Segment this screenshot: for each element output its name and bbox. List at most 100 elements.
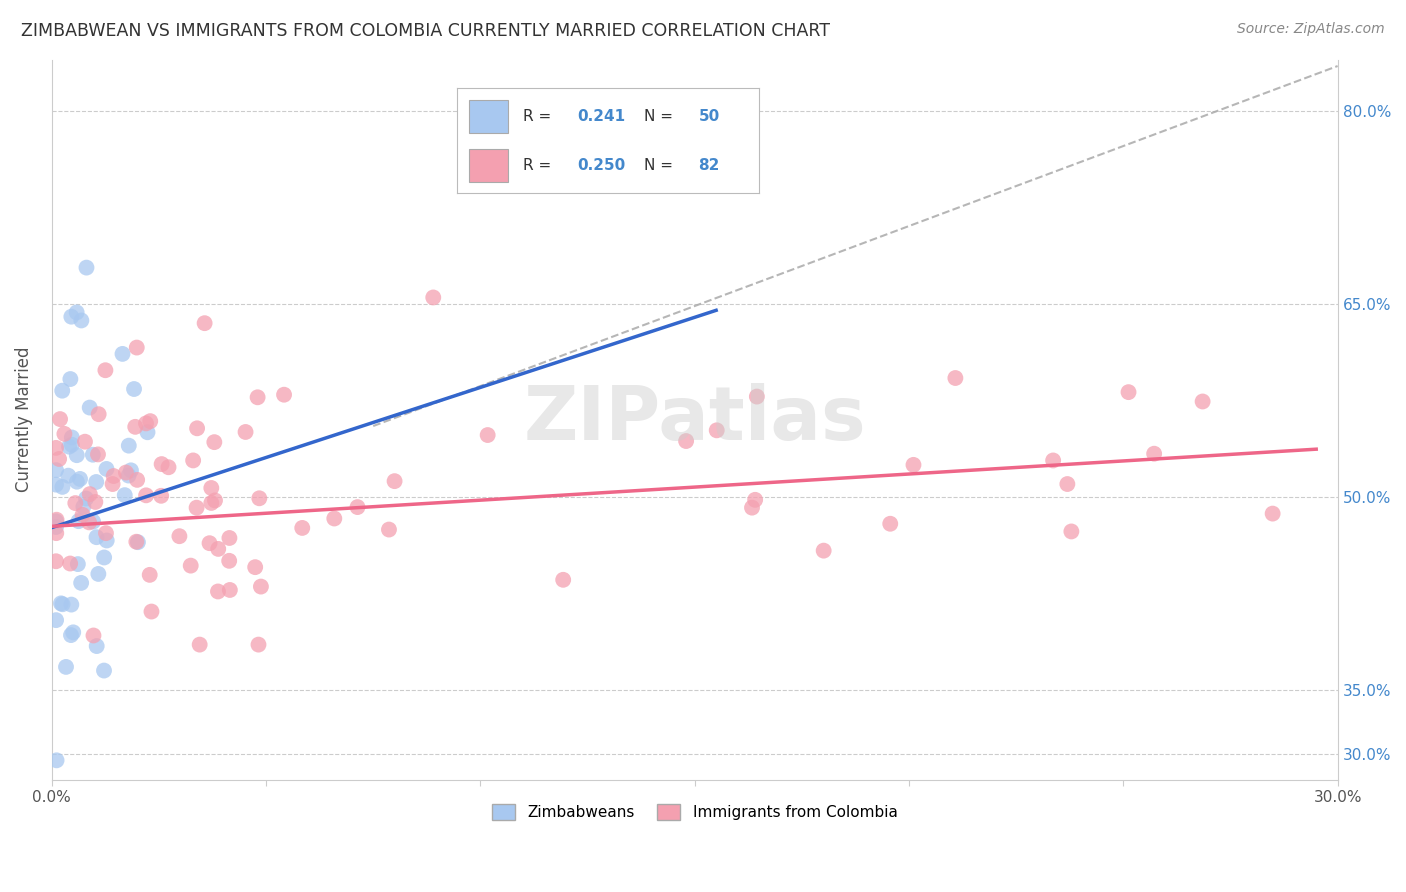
- Point: [945, 371, 967, 385]
- Point: [323, 511, 346, 525]
- Point: [75, 491, 97, 506]
- Point: [59, 628, 82, 642]
- Point: [84, 475, 107, 489]
- Point: [72, 500, 94, 514]
- Legend: Zimbabweans, Immigrants from Colombia: Zimbabweans, Immigrants from Colombia: [486, 797, 904, 826]
- Point: [553, 573, 575, 587]
- Point: [117, 468, 139, 483]
- Point: [477, 428, 499, 442]
- Point: [346, 500, 368, 514]
- Point: [741, 500, 763, 515]
- Point: [150, 457, 173, 471]
- Point: [122, 382, 145, 396]
- Point: [79, 487, 101, 501]
- Point: [114, 488, 136, 502]
- Point: [45, 441, 67, 455]
- Point: [141, 605, 163, 619]
- Point: [198, 536, 221, 550]
- Point: [120, 463, 142, 477]
- Point: [813, 543, 835, 558]
- Point: [51, 597, 73, 611]
- Point: [186, 500, 208, 515]
- Text: ZIPatlas: ZIPatlas: [523, 383, 866, 456]
- Point: [150, 489, 173, 503]
- Point: [55, 660, 77, 674]
- Point: [82, 628, 104, 642]
- Point: [86, 530, 108, 544]
- Point: [1056, 477, 1078, 491]
- Point: [135, 488, 157, 502]
- Point: [59, 372, 82, 386]
- Point: [218, 554, 240, 568]
- Point: [157, 460, 180, 475]
- Point: [59, 557, 82, 571]
- Point: [111, 347, 134, 361]
- Point: [96, 533, 118, 548]
- Point: [422, 290, 444, 304]
- Point: [127, 473, 149, 487]
- Point: [207, 584, 229, 599]
- Point: [93, 664, 115, 678]
- Point: [48, 452, 70, 467]
- Point: [207, 541, 229, 556]
- Point: [181, 453, 204, 467]
- Point: [77, 516, 100, 530]
- Point: [169, 529, 191, 543]
- Point: [87, 447, 110, 461]
- Point: [706, 423, 728, 437]
- Point: [94, 363, 117, 377]
- Point: [118, 439, 141, 453]
- Point: [45, 520, 67, 534]
- Point: [66, 305, 89, 319]
- Point: [103, 469, 125, 483]
- Point: [138, 567, 160, 582]
- Point: [58, 440, 80, 454]
- Point: [60, 598, 83, 612]
- Point: [235, 425, 257, 439]
- Point: [82, 448, 104, 462]
- Point: [378, 523, 401, 537]
- Point: [84, 495, 107, 509]
- Point: [53, 426, 76, 441]
- Point: [384, 474, 406, 488]
- Point: [49, 596, 72, 610]
- Point: [45, 554, 67, 568]
- Point: [62, 625, 84, 640]
- Point: [69, 472, 91, 486]
- Point: [675, 434, 697, 448]
- Point: [879, 516, 901, 531]
- Point: [200, 481, 222, 495]
- Point: [247, 638, 270, 652]
- Point: [115, 466, 138, 480]
- Point: [125, 534, 148, 549]
- Point: [218, 582, 240, 597]
- Point: [93, 550, 115, 565]
- Point: [60, 430, 83, 444]
- Point: [51, 480, 73, 494]
- Point: [60, 438, 83, 452]
- Point: [1191, 394, 1213, 409]
- Y-axis label: Currently Married: Currently Married: [15, 347, 32, 492]
- Point: [45, 513, 67, 527]
- Point: [1143, 447, 1166, 461]
- Point: [73, 434, 96, 449]
- Point: [200, 496, 222, 510]
- Point: [218, 531, 240, 545]
- Point: [45, 753, 67, 767]
- Point: [135, 417, 157, 431]
- Point: [51, 384, 73, 398]
- Point: [66, 475, 89, 489]
- Point: [82, 515, 104, 529]
- Point: [139, 414, 162, 428]
- Point: [250, 580, 273, 594]
- Point: [66, 448, 89, 462]
- Point: [76, 260, 98, 275]
- Point: [136, 425, 159, 440]
- Point: [45, 613, 67, 627]
- Point: [65, 496, 87, 510]
- Point: [96, 462, 118, 476]
- Point: [1042, 453, 1064, 467]
- Point: [125, 341, 148, 355]
- Point: [194, 316, 217, 330]
- Point: [58, 468, 80, 483]
